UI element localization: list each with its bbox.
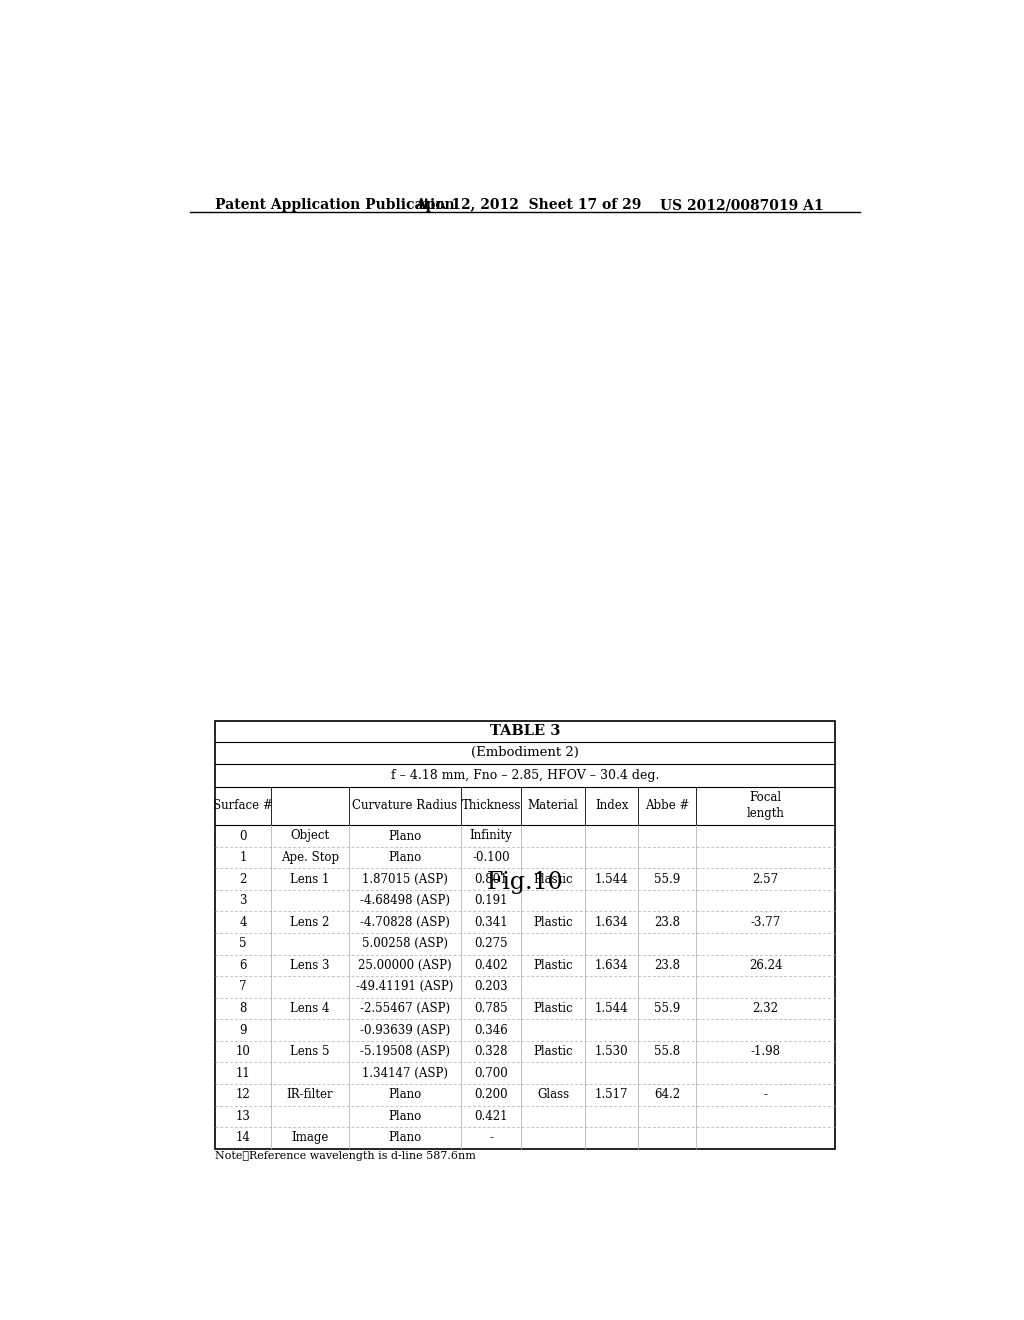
Text: -: - [489, 1131, 494, 1144]
Text: Lens 1: Lens 1 [291, 873, 330, 886]
Text: 1: 1 [240, 851, 247, 865]
Text: 14: 14 [236, 1131, 251, 1144]
Text: -: - [764, 1088, 767, 1101]
Text: -4.68498 (ASP): -4.68498 (ASP) [360, 894, 451, 907]
Text: -5.19508 (ASP): -5.19508 (ASP) [360, 1045, 451, 1059]
Text: 0.341: 0.341 [474, 916, 508, 929]
Text: 0.328: 0.328 [474, 1045, 508, 1059]
Text: 23.8: 23.8 [654, 958, 680, 972]
Text: 1.634: 1.634 [595, 916, 629, 929]
Text: Plano: Plano [388, 829, 422, 842]
Text: 11: 11 [236, 1067, 251, 1080]
Text: 1.87015 (ASP): 1.87015 (ASP) [362, 873, 449, 886]
Text: -4.70828 (ASP): -4.70828 (ASP) [360, 916, 450, 929]
Text: Plano: Plano [388, 851, 422, 865]
Text: TABLE 3: TABLE 3 [489, 725, 560, 738]
Text: Plastic: Plastic [534, 958, 572, 972]
Text: 0.785: 0.785 [474, 1002, 508, 1015]
Text: Ape. Stop: Ape. Stop [281, 851, 339, 865]
Text: IR-filter: IR-filter [287, 1088, 334, 1101]
Text: Surface #: Surface # [213, 800, 273, 813]
Text: 1.530: 1.530 [595, 1045, 629, 1059]
Text: 1.517: 1.517 [595, 1088, 629, 1101]
Text: 4: 4 [240, 916, 247, 929]
Text: 26.24: 26.24 [749, 958, 782, 972]
Text: Lens 2: Lens 2 [291, 916, 330, 929]
Text: Material: Material [527, 800, 579, 813]
Text: Object: Object [291, 829, 330, 842]
Text: Note：Reference wavelength is d-line 587.6nm: Note：Reference wavelength is d-line 587.… [215, 1151, 476, 1160]
Text: 64.2: 64.2 [654, 1088, 680, 1101]
Text: 5.00258 (ASP): 5.00258 (ASP) [362, 937, 449, 950]
Text: 10: 10 [236, 1045, 251, 1059]
Text: 2: 2 [240, 873, 247, 886]
Text: 2.32: 2.32 [753, 1002, 778, 1015]
Text: 0.200: 0.200 [474, 1088, 508, 1101]
Text: Plastic: Plastic [534, 1002, 572, 1015]
Text: 55.9: 55.9 [654, 1002, 680, 1015]
Text: 5: 5 [240, 937, 247, 950]
Text: -2.55467 (ASP): -2.55467 (ASP) [360, 1002, 451, 1015]
Text: 0: 0 [240, 829, 247, 842]
Text: 0.700: 0.700 [474, 1067, 508, 1080]
Text: 9: 9 [240, 1023, 247, 1036]
Text: Plano: Plano [388, 1088, 422, 1101]
Text: -0.100: -0.100 [472, 851, 510, 865]
Text: 0.801: 0.801 [474, 873, 508, 886]
Text: Plastic: Plastic [534, 1045, 572, 1059]
Text: Index: Index [595, 800, 629, 813]
Text: 23.8: 23.8 [654, 916, 680, 929]
Text: Plastic: Plastic [534, 873, 572, 886]
Text: 2.57: 2.57 [753, 873, 778, 886]
Text: 1.34147 (ASP): 1.34147 (ASP) [362, 1067, 449, 1080]
Text: Thickness: Thickness [462, 800, 521, 813]
Text: Patent Application Publication: Patent Application Publication [215, 198, 455, 213]
Text: (Embodiment 2): (Embodiment 2) [471, 746, 579, 759]
Text: Plastic: Plastic [534, 916, 572, 929]
Text: -0.93639 (ASP): -0.93639 (ASP) [360, 1023, 451, 1036]
Text: -49.41191 (ASP): -49.41191 (ASP) [356, 981, 454, 994]
Text: Curvature Radius: Curvature Radius [352, 800, 458, 813]
Text: Plano: Plano [388, 1110, 422, 1123]
Text: 12: 12 [236, 1088, 251, 1101]
Text: Lens 4: Lens 4 [291, 1002, 330, 1015]
Text: US 2012/0087019 A1: US 2012/0087019 A1 [659, 198, 823, 213]
Text: Focal
length: Focal length [746, 792, 784, 821]
Text: 0.191: 0.191 [474, 894, 508, 907]
Text: 0.346: 0.346 [474, 1023, 508, 1036]
Text: Glass: Glass [537, 1088, 569, 1101]
Text: f – 4.18 mm, Fno – 2.85, HFOV – 30.4 deg.: f – 4.18 mm, Fno – 2.85, HFOV – 30.4 deg… [390, 768, 659, 781]
Text: 0.275: 0.275 [474, 937, 508, 950]
Text: Abbe #: Abbe # [645, 800, 689, 813]
Text: 0.203: 0.203 [474, 981, 508, 994]
Text: 3: 3 [240, 894, 247, 907]
Text: 13: 13 [236, 1110, 251, 1123]
Text: 1.634: 1.634 [595, 958, 629, 972]
Text: Image: Image [292, 1131, 329, 1144]
Text: 6: 6 [240, 958, 247, 972]
Text: Apr. 12, 2012  Sheet 17 of 29: Apr. 12, 2012 Sheet 17 of 29 [415, 198, 641, 213]
Text: 0.402: 0.402 [474, 958, 508, 972]
Text: 55.9: 55.9 [654, 873, 680, 886]
Text: 25.00000 (ASP): 25.00000 (ASP) [358, 958, 452, 972]
Bar [215, 721, 835, 1148]
Text: -1.98: -1.98 [751, 1045, 780, 1059]
Text: -3.77: -3.77 [751, 916, 780, 929]
Text: Lens 3: Lens 3 [291, 958, 330, 972]
Text: 7: 7 [240, 981, 247, 994]
Text: 1.544: 1.544 [595, 1002, 629, 1015]
Text: 8: 8 [240, 1002, 247, 1015]
Text: Infinity: Infinity [470, 829, 512, 842]
Text: 0.421: 0.421 [474, 1110, 508, 1123]
Text: Plano: Plano [388, 1131, 422, 1144]
Text: Fig.10: Fig.10 [486, 871, 563, 894]
Text: 55.8: 55.8 [654, 1045, 680, 1059]
Text: Lens 5: Lens 5 [291, 1045, 330, 1059]
Text: 1.544: 1.544 [595, 873, 629, 886]
